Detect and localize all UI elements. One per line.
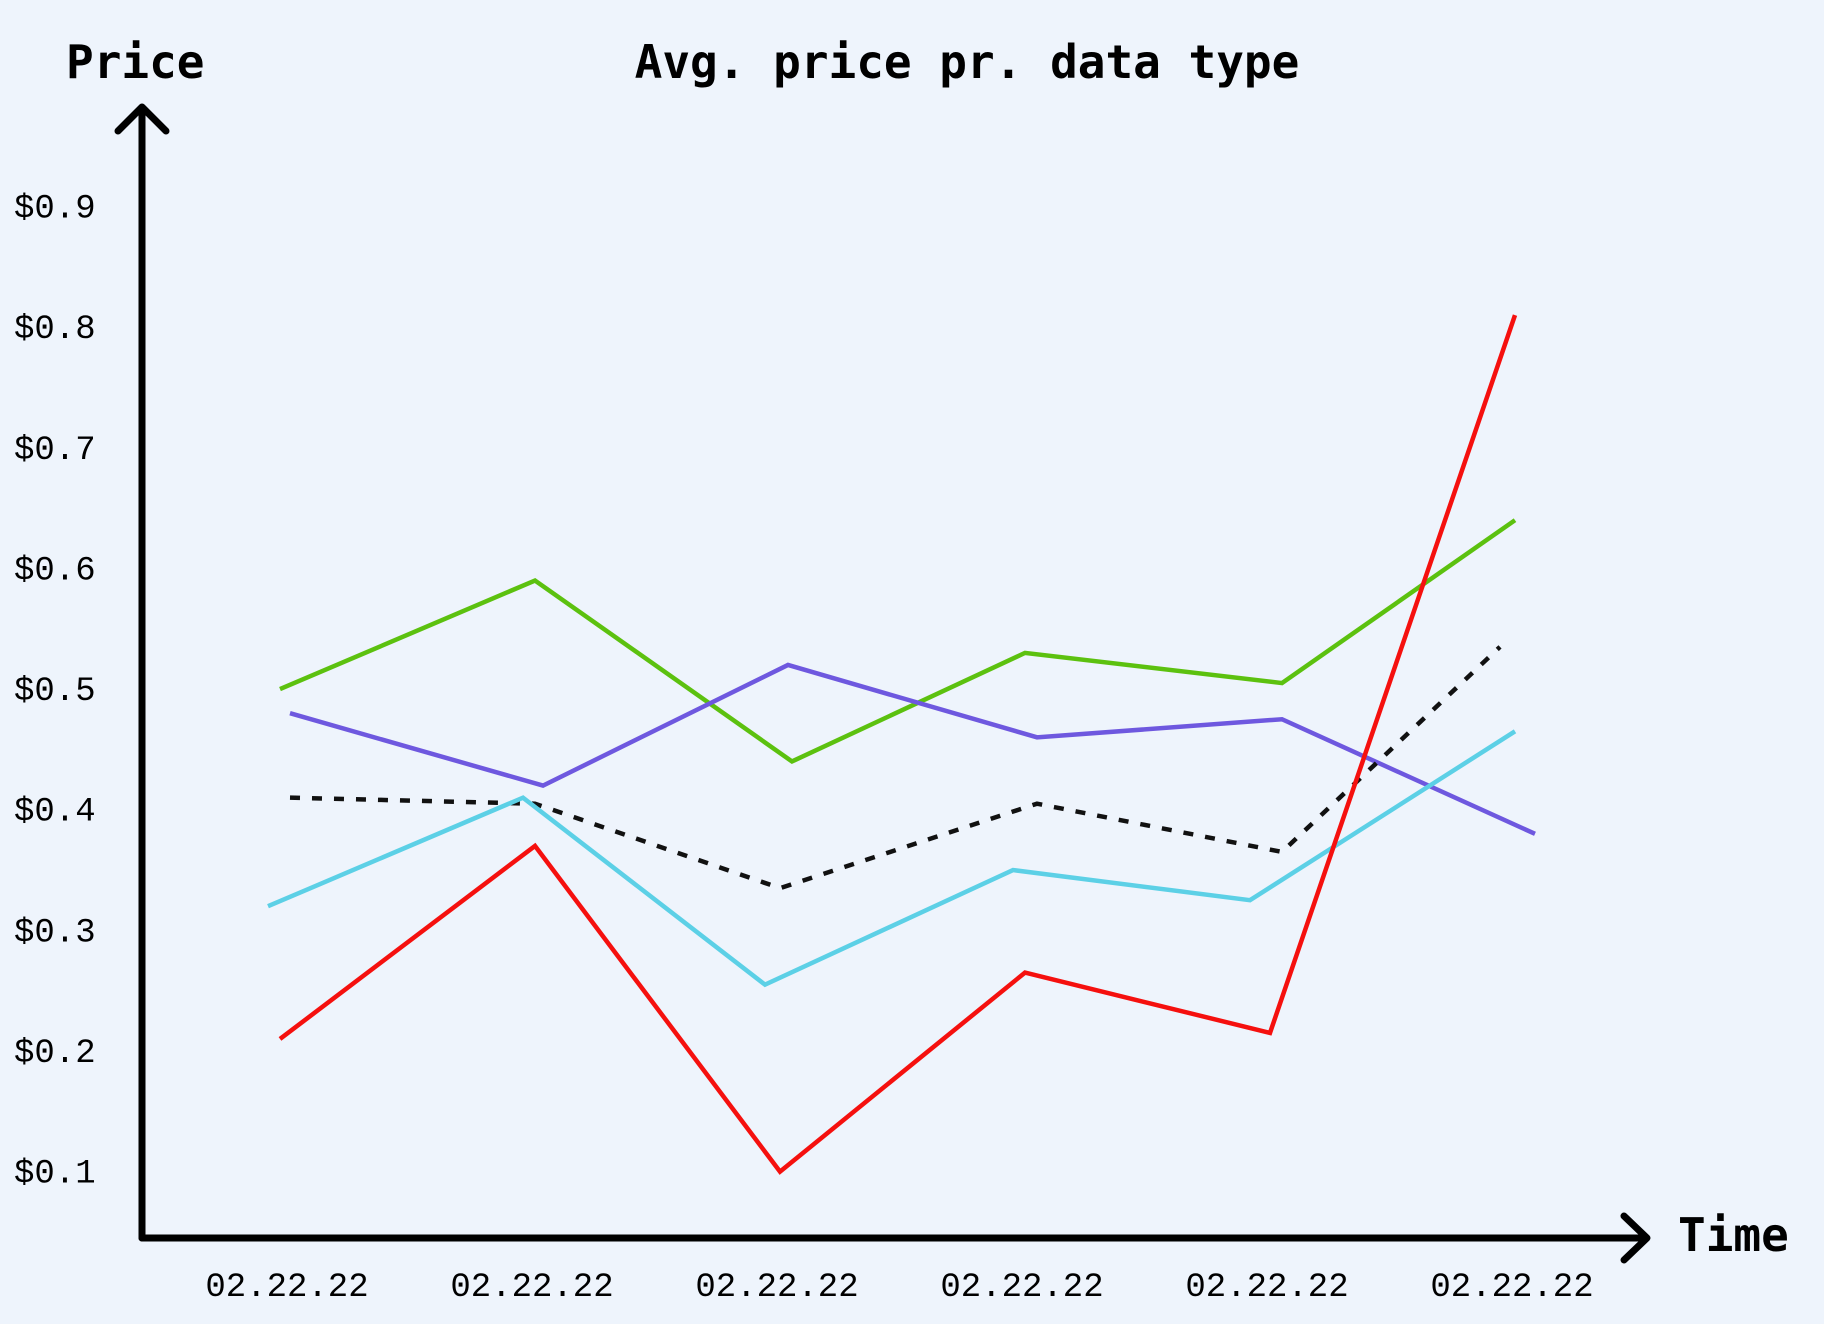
y-tick-label: $0.3: [14, 914, 96, 952]
y-tick-labels: $0.1 $0.2 $0.3 $0.4 $0.5 $0.6 $0.7 $0.8 $0.9: [14, 191, 96, 1194]
y-tick-label: $0.7: [14, 432, 96, 470]
y-tick-label: $0.4: [14, 794, 96, 832]
y-tick-label: $0.2: [14, 1035, 96, 1073]
y-tick-label: $0.1: [14, 1156, 96, 1194]
y-axis-label: Price: [66, 35, 204, 89]
y-tick-label: $0.6: [14, 552, 96, 590]
x-tick-labels: 02.22.22 02.22.22 02.22.22 02.22.22 02.22.22…: [205, 1269, 1593, 1307]
series-line: [278, 314, 1518, 1175]
x-axis-arrowhead: [1620, 1212, 1651, 1264]
series-line: [289, 662, 1536, 836]
series-line: [279, 518, 1517, 765]
x-tick-label: 02.22.22: [450, 1269, 613, 1307]
x-tick-label: 02.22.22: [695, 1269, 858, 1307]
y-tick-label: $0.5: [14, 673, 96, 711]
y-tick-label: $0.8: [14, 311, 96, 349]
x-tick-label: 02.22.22: [1430, 1269, 1593, 1307]
x-axis-label: Time: [1678, 1208, 1789, 1262]
series-line: [289, 645, 1502, 891]
series-line: [267, 729, 1517, 988]
x-tick-label: 02.22.22: [205, 1269, 368, 1307]
y-tick-label: $0.9: [14, 191, 96, 229]
x-tick-label: 02.22.22: [1185, 1269, 1348, 1307]
chart-title: Avg. price pr. data type: [635, 35, 1300, 89]
x-tick-label: 02.22.22: [940, 1269, 1103, 1307]
series-lines: [267, 314, 1536, 1175]
y-axis-arrowhead: [114, 103, 170, 135]
